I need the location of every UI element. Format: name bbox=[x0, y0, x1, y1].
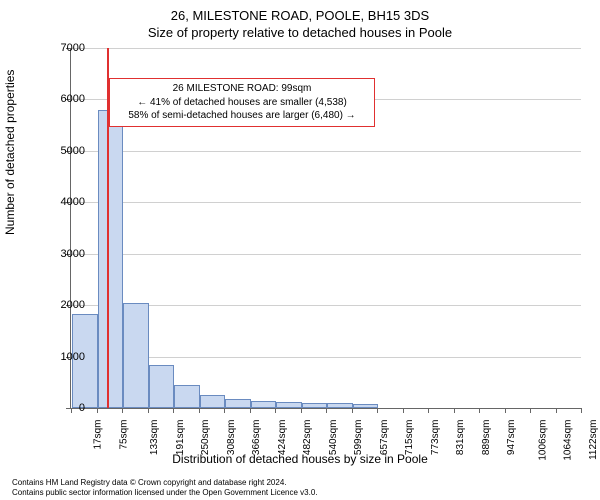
x-tick-label: 191sqm bbox=[175, 420, 186, 456]
grid-line bbox=[71, 151, 581, 152]
y-tick-label: 1000 bbox=[45, 351, 85, 363]
y-tick-label: 3000 bbox=[45, 248, 85, 260]
x-tick-label: 773sqm bbox=[430, 420, 441, 456]
footer-attribution: Contains HM Land Registry data © Crown c… bbox=[12, 478, 318, 498]
histogram-bar bbox=[225, 399, 251, 408]
x-tick-label: 540sqm bbox=[328, 420, 339, 456]
x-tick-label: 366sqm bbox=[251, 420, 262, 456]
x-tick-mark bbox=[199, 408, 200, 413]
x-tick-mark bbox=[556, 408, 557, 413]
x-tick-mark bbox=[275, 408, 276, 413]
chart-plot-area: 26 MILESTONE ROAD: 99sqm← 41% of detache… bbox=[70, 48, 581, 409]
histogram-bar bbox=[327, 403, 353, 408]
y-tick-label: 2000 bbox=[45, 299, 85, 311]
grid-line bbox=[71, 254, 581, 255]
histogram-bar bbox=[174, 385, 200, 408]
x-tick-label: 308sqm bbox=[226, 420, 237, 456]
histogram-bar bbox=[98, 110, 124, 408]
x-tick-label: 424sqm bbox=[277, 420, 288, 456]
x-tick-mark bbox=[97, 408, 98, 413]
x-tick-mark bbox=[173, 408, 174, 413]
chart-title-sub: Size of property relative to detached ho… bbox=[0, 23, 600, 40]
x-tick-label: 831sqm bbox=[455, 420, 466, 456]
footer-line1: Contains HM Land Registry data © Crown c… bbox=[12, 478, 318, 488]
x-tick-mark bbox=[403, 408, 404, 413]
x-tick-label: 75sqm bbox=[118, 420, 129, 450]
chart-title-main: 26, MILESTONE ROAD, POOLE, BH15 3DS bbox=[0, 0, 600, 23]
chart-container: 26, MILESTONE ROAD, POOLE, BH15 3DS Size… bbox=[0, 0, 600, 500]
x-tick-label: 657sqm bbox=[379, 420, 390, 456]
y-tick-label: 5000 bbox=[45, 145, 85, 157]
x-tick-mark bbox=[326, 408, 327, 413]
y-tick-label: 6000 bbox=[45, 93, 85, 105]
x-tick-label: 482sqm bbox=[302, 420, 313, 456]
histogram-bar bbox=[123, 303, 149, 408]
info-box-line1: 26 MILESTONE ROAD: 99sqm bbox=[116, 82, 368, 96]
x-tick-mark bbox=[250, 408, 251, 413]
x-tick-label: 17sqm bbox=[93, 420, 104, 450]
grid-line bbox=[71, 202, 581, 203]
y-tick-label: 0 bbox=[45, 402, 85, 414]
y-tick-label: 4000 bbox=[45, 196, 85, 208]
x-tick-mark bbox=[581, 408, 582, 413]
x-tick-label: 947sqm bbox=[506, 420, 517, 456]
x-tick-mark bbox=[352, 408, 353, 413]
x-tick-label: 715sqm bbox=[404, 420, 415, 456]
histogram-bar bbox=[276, 402, 302, 408]
x-tick-label: 133sqm bbox=[149, 420, 160, 456]
x-tick-mark bbox=[530, 408, 531, 413]
x-tick-mark bbox=[148, 408, 149, 413]
y-axis-label: Number of detached properties bbox=[3, 70, 17, 235]
x-tick-label: 1006sqm bbox=[537, 420, 548, 461]
y-tick-label: 7000 bbox=[45, 42, 85, 54]
grid-line bbox=[71, 48, 581, 49]
histogram-bar bbox=[200, 395, 226, 408]
footer-line2: Contains public sector information licen… bbox=[12, 488, 318, 498]
x-tick-mark bbox=[301, 408, 302, 413]
x-tick-mark bbox=[122, 408, 123, 413]
x-tick-mark bbox=[428, 408, 429, 413]
x-tick-mark bbox=[505, 408, 506, 413]
x-tick-label: 1064sqm bbox=[563, 420, 574, 461]
x-tick-mark bbox=[224, 408, 225, 413]
x-tick-mark bbox=[479, 408, 480, 413]
info-box-line3: 58% of semi-detached houses are larger (… bbox=[116, 109, 368, 123]
x-tick-mark bbox=[454, 408, 455, 413]
histogram-bar bbox=[302, 403, 328, 408]
x-tick-label: 599sqm bbox=[353, 420, 364, 456]
x-tick-label: 889sqm bbox=[481, 420, 492, 456]
x-tick-label: 1122sqm bbox=[587, 420, 598, 460]
histogram-bar bbox=[149, 365, 175, 408]
histogram-bar bbox=[353, 404, 379, 408]
info-box-line2: ← 41% of detached houses are smaller (4,… bbox=[116, 96, 368, 110]
histogram-bar bbox=[251, 401, 277, 408]
x-tick-label: 250sqm bbox=[200, 420, 211, 456]
x-tick-mark bbox=[377, 408, 378, 413]
property-info-box: 26 MILESTONE ROAD: 99sqm← 41% of detache… bbox=[109, 78, 375, 127]
